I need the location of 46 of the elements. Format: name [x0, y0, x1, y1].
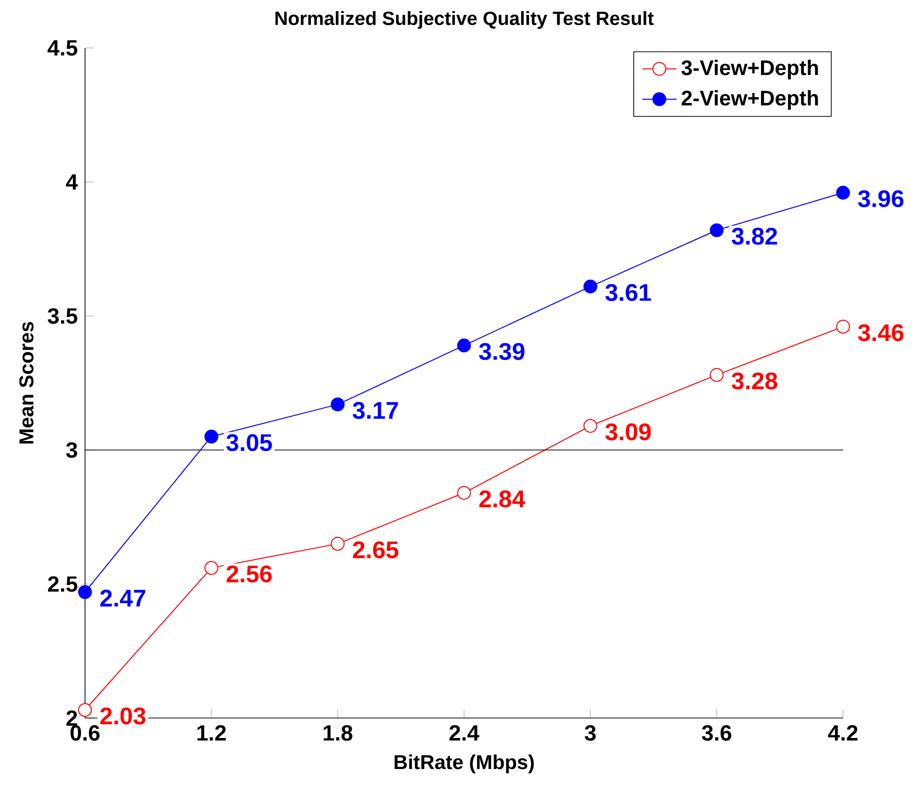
point — [457, 486, 471, 500]
point — [836, 186, 850, 200]
x-tick-label: 1.8 — [324, 725, 352, 741]
point — [330, 398, 345, 412]
data-label: 3.82 — [732, 228, 778, 245]
point — [836, 320, 850, 334]
point — [330, 536, 345, 551]
x-tick-label: 3.6 — [702, 725, 732, 741]
x-axis-title: BitRate (Mbps) — [394, 754, 534, 774]
data-label: 3.09 — [605, 423, 651, 440]
y-tick-label: 4 — [66, 174, 78, 190]
point — [204, 560, 218, 575]
data-label: 2.47 — [100, 590, 146, 606]
point — [78, 585, 92, 599]
point — [583, 418, 598, 433]
data-label: 2.56 — [226, 565, 272, 582]
y-tick-label: 3 — [66, 442, 78, 458]
x-tick-label: 1.2 — [197, 725, 226, 740]
data-label: 3.46 — [858, 324, 904, 342]
x-tick-label: 4.2 — [828, 725, 858, 740]
data-label: 2.65 — [352, 541, 398, 558]
point — [710, 223, 724, 238]
data-label: 3.39 — [479, 342, 524, 360]
point — [457, 338, 471, 352]
y-axis-title: Mean Scores — [19, 322, 34, 444]
y-tick-label: 2.5 — [48, 576, 78, 592]
legend-label: 3-View+Depth — [681, 60, 818, 80]
chart-title: Normalized Subjective Quality Test Result — [275, 11, 654, 29]
data-label: 2.03 — [100, 707, 146, 725]
point — [78, 703, 92, 717]
data-label: 2.84 — [479, 490, 526, 508]
x-tick-label: 0.6 — [70, 725, 100, 741]
x-tick-label: 2.4 — [449, 725, 480, 740]
data-label: 3.96 — [858, 190, 904, 208]
point — [710, 368, 724, 382]
data-label: 3.05 — [226, 434, 272, 452]
legend-label: 2-View+Depth — [682, 90, 818, 110]
data-label: 3.17 — [352, 402, 398, 419]
point — [204, 430, 218, 444]
x-tick-label: 3 — [584, 725, 596, 741]
data-label: 3.28 — [732, 372, 778, 390]
y-tick-label: 3.5 — [48, 308, 78, 324]
data-label: 3.61 — [605, 284, 651, 302]
point — [583, 280, 598, 294]
y-tick-label: 4.5 — [48, 40, 78, 56]
y-tick-label: 2 — [66, 710, 78, 726]
